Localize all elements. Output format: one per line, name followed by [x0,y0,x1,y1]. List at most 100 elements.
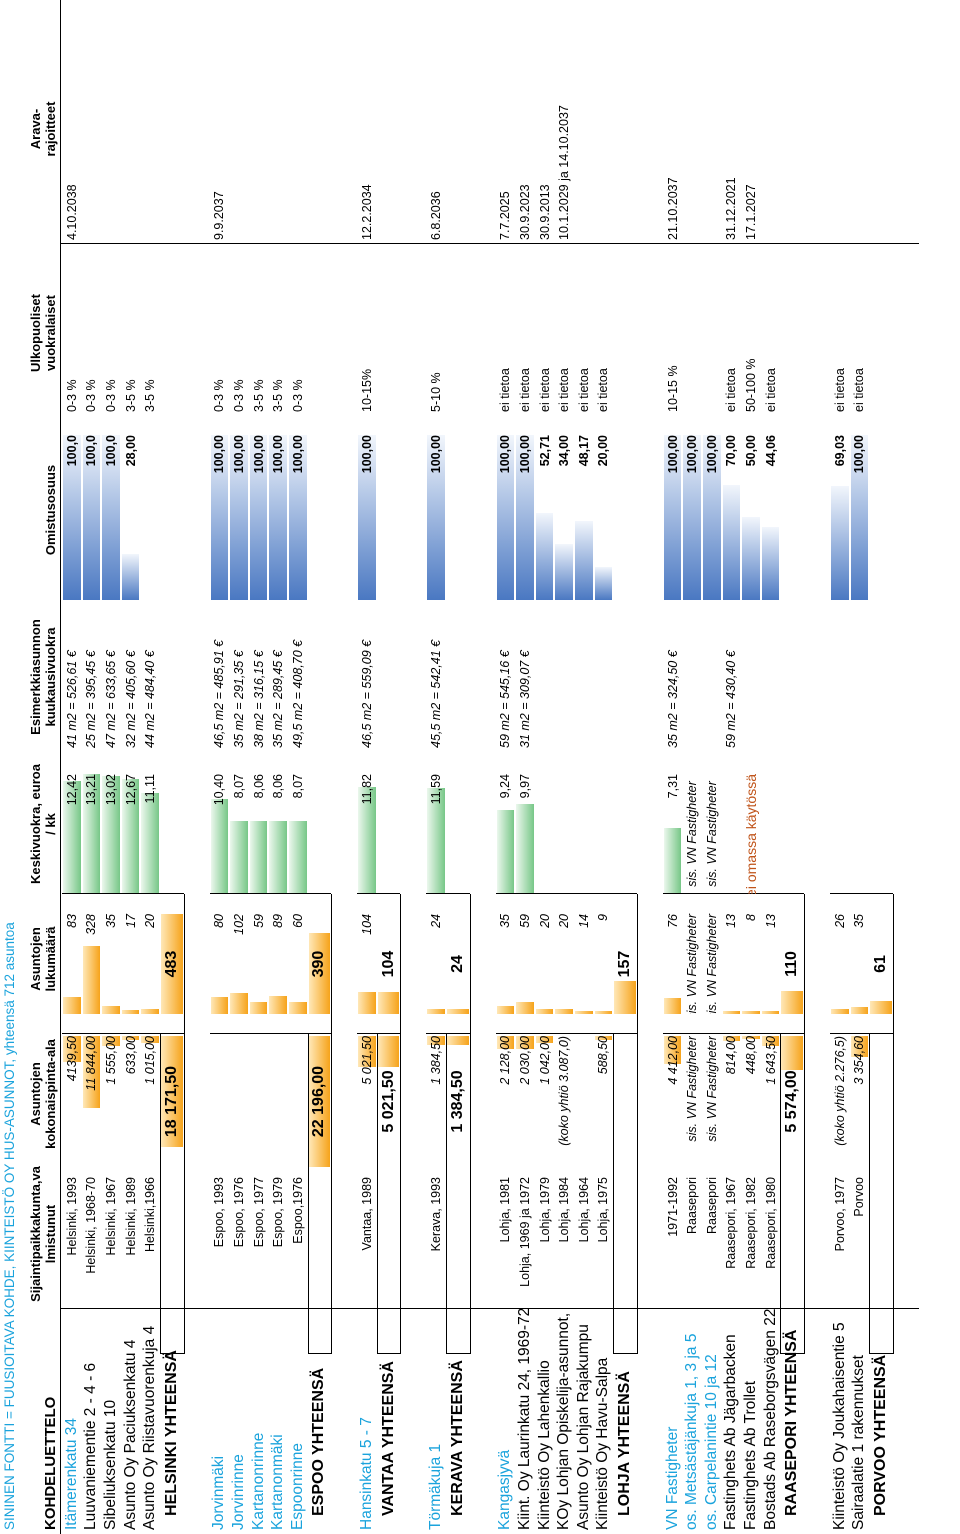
property-name: os. Carpelanintie 10 ja 12 [702,1309,722,1530]
example-rent-text: 35 m2 = 291,35 € [231,650,246,748]
arava-limit [761,0,781,244]
average-rent-text: 11,11 [143,774,158,804]
example-rent [850,598,870,752]
ownership-share-text: 100,00 [359,435,374,474]
location-year-text: Espoo,1976 [290,1177,305,1244]
section-total-area: 5 574,00 [780,1036,804,1167]
ownership-share-bar [575,521,593,600]
unit-count-bar [82,946,101,1014]
unit-count-bar [210,997,229,1014]
average-rent: 7,31 [663,774,683,894]
average-rent-text: 11,59 [429,774,444,805]
example-rent [594,598,614,752]
location-year-text: Kerava, 1993 [429,1177,444,1252]
unit-count: 35 [496,910,516,1014]
example-rent-text: 47 m2 = 633,65 € [103,650,118,748]
unit-count: 17 [121,910,141,1014]
unit-count: 102 [229,910,249,1014]
example-rent-text: 59 m2 = 430,40 € [724,650,739,748]
outside-tenants: ei tietoa [761,272,781,418]
location-year-text: Raasepori, 1967 [724,1177,739,1269]
outside-tenants: 10-15% [357,272,377,418]
unit-count: 83 [62,910,82,1014]
ownership-share: 100,0 [62,429,82,600]
outside-tenants-text: ei tietoa [832,368,847,412]
ownership-share: 100,0 [82,429,102,600]
unit-count-text: 328 [84,914,99,935]
column-divider [357,893,401,894]
average-rent: 13,02 [101,774,121,894]
total-area: 2 128,00 [496,1036,516,1167]
header-vuokra-line1: Keskivuokra, euroa [28,764,43,884]
total-area: 448,00 [741,1036,761,1167]
average-rent: 12,42 [62,774,82,894]
section-total-area: 1 384,50 [446,1036,470,1167]
unit-count-bar [269,996,287,1014]
arava-limit: 10.1.2029 ja 14.10.2037 [554,0,574,244]
row-divider [400,894,402,1354]
outside-tenants: ei tietoa [574,272,594,418]
unit-count: 20 [140,910,160,1014]
location-year-text: Helsinki, 1968-70 [84,1177,99,1274]
unit-count: 80 [210,910,230,1014]
section-total-count-text: 390 [310,950,328,978]
location-year: Lohja, 1984 [554,1177,574,1309]
table-row: Jorvinrinne Espoo, 1976 102 8,07 35 m2 = 291… [229,0,249,1534]
outside-tenants-text: ei tietoa [537,368,552,412]
ownership-share-bar [742,517,760,600]
location-year: Vantaa, 1989 [357,1177,377,1309]
ownership-share-text: 100,0 [84,435,99,467]
unit-count: 76 [663,910,683,1014]
location-year: Raasepori [682,1177,702,1309]
location-year: 1971-1992 [663,1177,683,1309]
ownership-share: 100,00 [682,429,702,600]
ownership-share-text: 69,03 [832,435,847,467]
section-total-count-bar [870,1001,892,1014]
total-area-text: 5 021,50 [359,1036,374,1085]
total-area: 4139,50 [62,1036,82,1167]
property-name: Törmäkuja 1 [426,1309,446,1530]
section-total-area-text: 18 171,50 [162,1065,180,1138]
location-year-text: Helsinki,1966 [143,1177,158,1253]
row-divider [804,894,805,1354]
outside-tenants: 3-5 % [140,272,160,418]
ownership-share-bar [535,513,554,600]
section-total-count-text: 483 [162,950,180,978]
column-divider [495,1033,637,1034]
property-name: Kartanonrinne [249,1309,269,1530]
legend-note: SININEN FONTTI = FUUSIOITAVA KOHDE, KIIN… [2,922,17,1530]
arava-limit [140,0,160,244]
property-name-text: Fastinghets Ab Jägarbacken [722,1334,740,1530]
header-ulko-line1: Ulkopuoliset [28,294,43,373]
property-name: Bostads Ab Raseborgsvägen 22 [761,1309,781,1530]
section-total-label: KERAVA YHTEENSÄ [446,1295,470,1530]
location-year-text: Helsinki, 1993 [64,1177,79,1256]
unit-count-text: 80 [212,914,227,928]
average-rent: 12,67 [121,774,141,894]
unit-count-text: 13 [763,914,778,928]
column-divider [830,1033,893,1034]
outside-tenants: ei tietoa [722,272,742,418]
table-row: Espoonrinne Espoo,1976 60 8,07 49,5 m2 = 408… [288,0,308,1534]
unit-count-text: 17 [123,914,138,928]
header-ala-line2: kokonaispinta-ala [43,1039,58,1149]
header-sijainti-line2: lmistunut [43,1204,58,1264]
property-name: VN Fastigheter [663,1309,683,1530]
ownership-share-text: 100,0 [103,435,118,467]
arava-limit: 4.10.2038 [62,0,82,244]
section-total-label: VANTAA YHTEENSÄ [377,1295,401,1530]
arava-limit [682,0,702,244]
outside-tenants-text: ei tietoa [557,368,572,412]
outside-tenants: 0-3 % [101,272,121,418]
ownership-share-text: 100,00 [517,435,532,474]
table-row: Asunto Oy Lohjan Rajakumpu Lohja, 1964 14 4… [574,0,594,1534]
total-area: 814,00 [722,1036,742,1167]
unit-count-bar [516,1002,534,1014]
ownership-share-text: 50,00 [743,435,758,467]
section-total-count: 390 [308,910,332,1014]
header-ulko: Ulkopuoliset vuokralaiset [20,248,58,418]
header-esim: Esimerkkiasunnon kuukausivuokra [20,602,58,752]
ownership-share-bar [831,486,849,600]
example-rent-text: 35 m2 = 289,45 € [271,650,286,748]
example-rent: 45,5 m2 = 542,41 € [426,598,446,752]
